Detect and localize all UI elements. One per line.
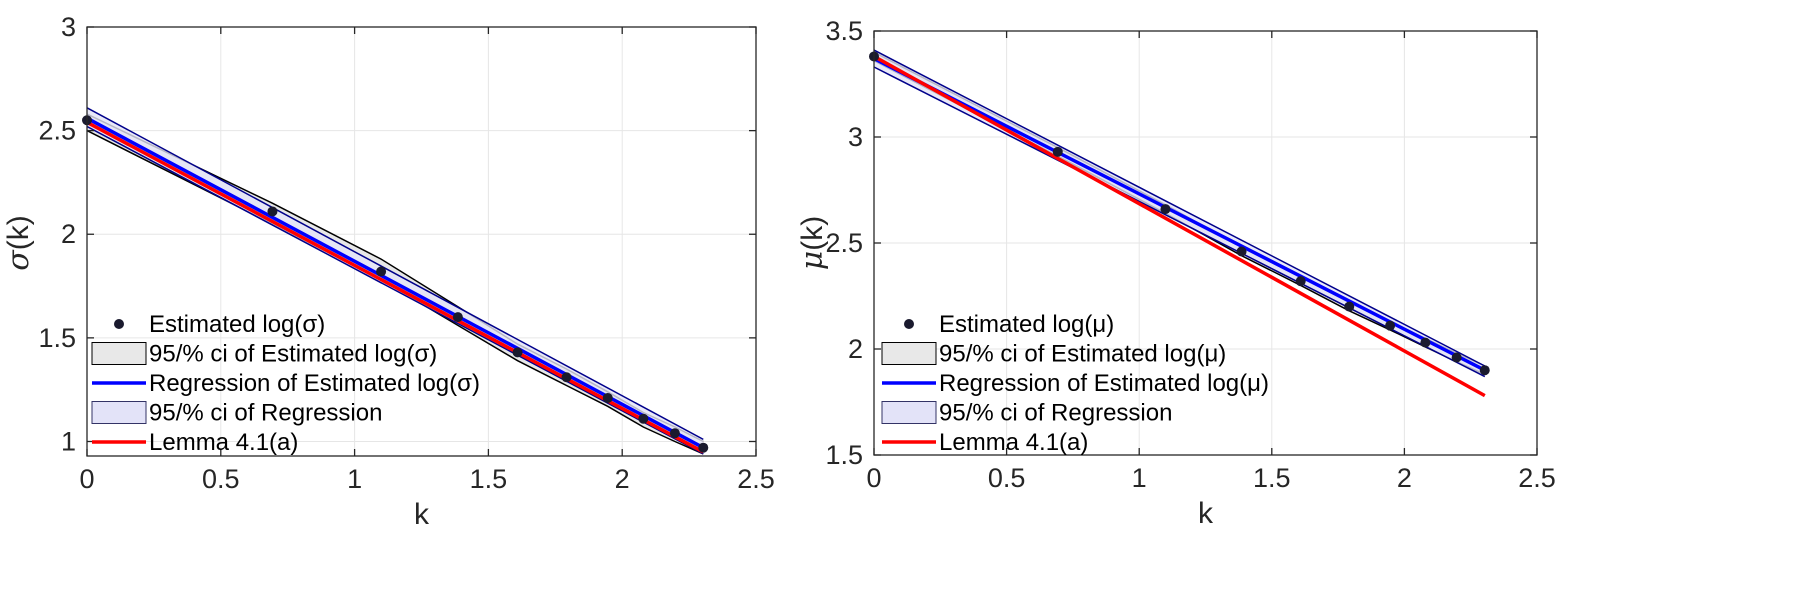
estimated-data-point [1344,301,1355,312]
legend-estimated-ci-label: 95/% ci of Estimated log(μ) [939,341,1226,368]
legend-estimated-ci-swatch [881,342,937,365]
estimated-data-point [512,347,523,358]
estimated-data-point [1451,352,1462,363]
regression-ci-lower-line [86,125,704,455]
legend-regression-ci-swatch [91,401,147,424]
estimated-data-point [698,442,709,453]
legend-regression-ci-swatch [881,401,937,424]
x-tick-label: 0 [79,464,94,494]
axes-box [86,26,757,457]
regression-ci-lower-line [873,66,1486,378]
legend-estimated-label: Estimated log(σ) [149,311,325,338]
y-tick-label: 2.5 [38,116,76,146]
y-axis-label-symbol: μ [795,251,830,271]
y-tick-label: 2 [61,219,76,249]
estimated-data-point [602,392,613,403]
y-tick-label: 1 [61,426,76,456]
y-axis-label-suffix: (k) [2,215,35,250]
estimated-data-point [669,428,680,439]
estimated-data-point [1385,320,1396,331]
y-axis-label: σ(k) [1,215,36,270]
estimated-data-point [638,413,649,424]
mu-chart-panel: 0 0.5 1 1.5 2 2.5 1.5 2 2.5 3 3.5 k μ(k) Estimated lo… [795,16,1556,530]
lemma-line [86,120,705,454]
sigma-chart-panel: 0 0.5 1 1.5 2 2.5 1 1.5 2 2.5 3 k σ(k) Estimated log(… [1,12,775,531]
legend-lemma-label: Lemma 4.1(a) [939,429,1088,456]
y-axis-label-symbol: σ [1,249,36,271]
legend-estimated-marker [904,319,914,329]
x-axis-label: k [414,498,430,531]
estimated-data-point [1295,276,1306,287]
regression-line [86,116,705,450]
y-tick-label: 2.5 [825,228,863,258]
estimated-data-point [267,206,278,217]
estimated-data-point [376,266,387,277]
legend-regression-label: Regression of Estimated log(σ) [149,370,480,397]
x-tick-label: 2 [1397,463,1412,493]
y-tick-label: 3 [848,122,863,152]
legend-regression-label: Regression of Estimated log(μ) [939,370,1269,397]
estimated-data-point [1479,365,1490,376]
legend: Estimated log(σ) 95/% ci of Estimated log… [91,311,480,456]
regression-ci-upper-line [873,49,1486,367]
y-tick-label: 1.5 [38,323,76,353]
legend: Estimated log(μ) 95/% ci of Estimated log… [881,311,1269,456]
y-axis-label-suffix: (k) [796,216,829,251]
plot-area [87,27,756,456]
x-tick-label: 1.5 [470,464,508,494]
legend-lemma-label: Lemma 4.1(a) [149,429,298,456]
y-tick-label: 3 [61,12,76,42]
estimated-data-point [1236,246,1247,257]
estimated-data-point [561,372,572,383]
legend-estimated-label: Estimated log(μ) [939,311,1114,338]
legend-regression-ci-label: 95/% ci of Regression [939,400,1172,427]
legend-estimated-ci-swatch [91,342,147,365]
x-tick-label: 2.5 [1518,463,1556,493]
legend-estimated-ci-label: 95/% ci of Estimated log(σ) [149,341,437,368]
x-tick-label: 2 [615,464,630,494]
y-tick-label: 2 [848,334,863,364]
legend-estimated-marker [114,319,124,329]
x-tick-label: 0 [866,463,881,493]
estimated-data-point [452,312,463,323]
y-tick-label: 1.5 [825,440,863,470]
x-tick-label: 0.5 [202,464,240,494]
legend-regression-ci-label: 95/% ci of Regression [149,400,382,427]
lemma-line [873,54,1486,398]
x-tick-label: 2.5 [737,464,775,494]
x-tick-label: 1.5 [1253,463,1291,493]
regression-ci-upper-line [86,107,704,441]
y-tick-label: 3.5 [825,16,863,46]
regression-ci-band [87,107,704,454]
estimated-data-point [1420,337,1431,348]
x-tick-label: 1 [347,464,362,494]
x-axis-label: k [1198,497,1214,530]
regression-line [873,57,1486,372]
y-axis-label: μ(k) [795,216,830,270]
x-tick-label: 0.5 [988,463,1026,493]
estimated-data-point [1052,146,1063,157]
estimated-data-point [1160,204,1171,215]
x-tick-label: 1 [1132,463,1147,493]
